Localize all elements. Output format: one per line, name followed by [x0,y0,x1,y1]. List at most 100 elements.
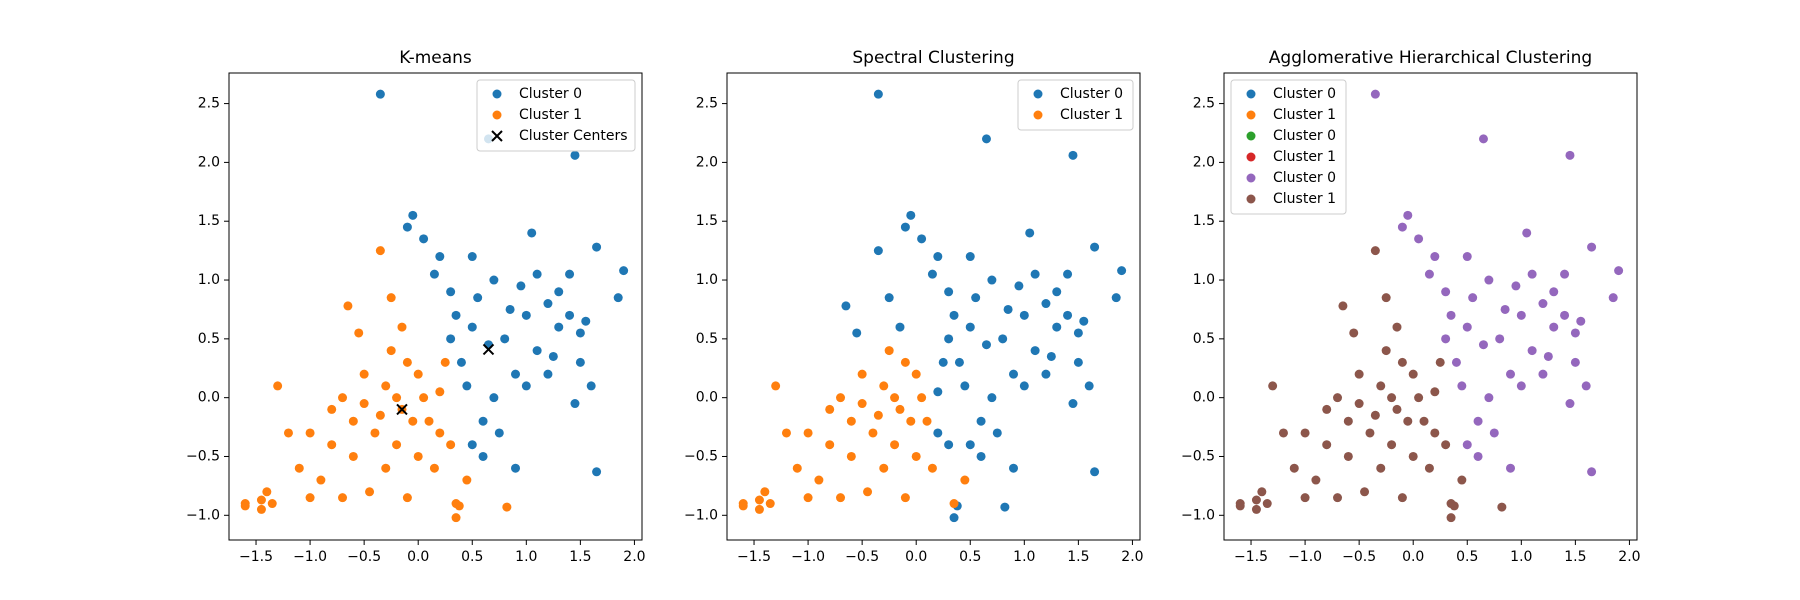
point [1527,269,1537,279]
point [532,346,542,356]
point [570,399,580,409]
point [283,428,293,438]
point [1408,451,1418,461]
point [987,393,997,403]
x-tick-label: 1.5 [1067,549,1089,565]
point [1576,316,1586,326]
point [911,451,921,461]
point [1084,381,1094,391]
point [1300,428,1310,438]
point [927,463,937,473]
x-tick-label: 1.0 [515,549,537,565]
point [976,416,986,426]
y-tick-label: 0.5 [198,331,220,347]
point [1251,504,1261,514]
point [1338,301,1348,311]
point [1489,428,1499,438]
point [1251,495,1261,505]
point [760,487,770,497]
point [1041,369,1051,379]
point [1543,351,1553,361]
point [1527,346,1537,356]
point [890,393,900,403]
point [911,369,921,379]
point [370,428,380,438]
y-tick-label: 2.0 [1193,154,1215,170]
point [1079,316,1089,326]
x-tick-label: 2.0 [623,549,645,565]
point [1430,387,1440,397]
legend-marker [491,130,503,142]
point [1414,234,1424,244]
subplot-title: Agglomerative Hierarchical Clustering [1269,48,1592,68]
legend-marker [1246,152,1256,162]
point [381,381,391,391]
point [1311,475,1321,485]
y-tick-label: 1.5 [696,213,718,229]
point [1333,493,1343,503]
y-tick-label: 1.5 [1193,213,1215,229]
point [900,357,910,367]
point [1365,428,1375,438]
point [879,381,889,391]
point [754,504,764,514]
point [949,310,959,320]
point [933,252,943,262]
point [256,504,266,514]
point [451,499,461,509]
legend-box [1230,79,1347,215]
x-tick-label: −1.0 [791,549,825,565]
point [440,357,450,367]
point [976,451,986,461]
legend-label: Cluster 1 [1273,191,1336,207]
point [397,322,407,332]
y-tick-label: 2.5 [198,96,220,112]
point [814,475,824,485]
point [884,346,894,356]
legend: Cluster 0 Cluster 1 Cluster 0 Cluster 1 Clus… [1230,79,1347,215]
point [1000,502,1010,512]
point [435,428,445,438]
point [1068,150,1078,160]
point [1408,369,1418,379]
point [1500,304,1510,314]
point [933,387,943,397]
point [884,293,894,303]
point [1381,346,1391,356]
point [592,242,602,252]
point [1478,134,1488,144]
point [1019,310,1029,320]
point [873,246,883,256]
point [1343,416,1353,426]
point [419,234,429,244]
center-marker [396,403,408,416]
point [1073,328,1083,338]
point [836,493,846,503]
point [1430,252,1440,262]
point [836,393,846,403]
point [424,416,434,426]
point [841,301,851,311]
point [1235,501,1245,511]
point [863,487,873,497]
point [392,440,402,450]
point [1424,269,1434,279]
point [1403,210,1413,220]
point [581,316,591,326]
point [446,334,456,344]
x-tick-label: 1.0 [1013,549,1035,565]
point [1581,381,1591,391]
y-tick-label: 0.5 [696,331,718,347]
point [1560,269,1570,279]
point [516,281,526,291]
legend-label: Cluster 0 [1273,170,1336,186]
point [505,304,515,314]
point [1484,393,1494,403]
point [1117,266,1127,276]
point [965,440,975,450]
x-tick-label: 0.0 [905,549,927,565]
point [478,451,488,461]
point [960,381,970,391]
legend-box [1017,79,1134,131]
point [1565,399,1575,409]
